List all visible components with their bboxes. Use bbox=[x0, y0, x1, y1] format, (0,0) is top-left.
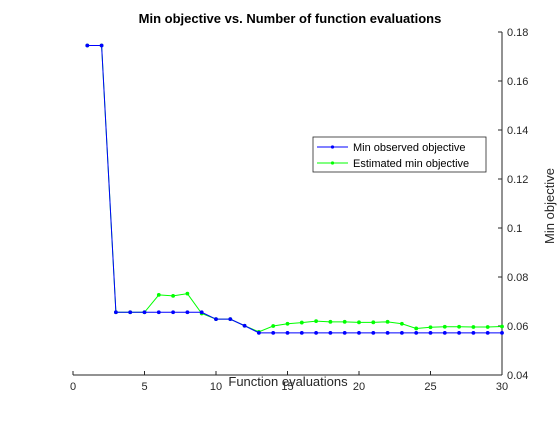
series-point-min-observed-objective bbox=[357, 330, 361, 335]
series-point-estimated-min-objective bbox=[485, 325, 490, 329]
y-tick-label: 0.18 bbox=[507, 27, 528, 39]
y-tick-label: 0.08 bbox=[507, 272, 528, 284]
x-tick-label: 25 bbox=[424, 381, 436, 393]
series-point-estimated-min-objective bbox=[385, 319, 390, 324]
x-axis-label: Function evaluations bbox=[228, 374, 348, 389]
series-point-estimated-min-objective bbox=[399, 321, 404, 326]
legend-box bbox=[312, 136, 487, 173]
y-tick-label: 0.06 bbox=[507, 321, 528, 333]
series-point-estimated-min-objective bbox=[285, 321, 290, 326]
series-point-min-observed-objective bbox=[399, 330, 404, 335]
legend-label-min-observed-objective: Min observed objective bbox=[353, 142, 466, 154]
series-point-min-observed-objective bbox=[500, 330, 504, 335]
y-tick-label: 0.04 bbox=[507, 370, 528, 382]
series-point-min-observed-objective bbox=[299, 330, 304, 335]
x-tick-label: 5 bbox=[141, 381, 147, 393]
chart-title: Min objective vs. Number of function eva… bbox=[139, 11, 442, 26]
series-point-estimated-min-objective bbox=[414, 326, 419, 331]
series-point-min-observed-objective bbox=[428, 330, 433, 335]
series-point-min-observed-objective bbox=[371, 330, 376, 335]
series-point-min-observed-objective bbox=[328, 330, 333, 335]
y-tick-label: 0.12 bbox=[507, 174, 528, 186]
series-point-min-observed-objective bbox=[85, 43, 90, 48]
x-tick-label: 10 bbox=[210, 381, 222, 393]
series-point-estimated-min-objective bbox=[156, 292, 161, 297]
series-point-estimated-min-objective bbox=[442, 324, 447, 329]
series-point-min-observed-objective bbox=[114, 310, 118, 315]
series-line-estimated-min-objective bbox=[87, 44, 503, 333]
series-point-estimated-min-objective bbox=[271, 324, 276, 328]
legend-marker-estimated-min-objective bbox=[330, 161, 335, 165]
series-point-min-observed-objective bbox=[385, 330, 390, 335]
series-point-estimated-min-objective bbox=[500, 324, 504, 329]
y-axis-label: Min objective bbox=[542, 168, 557, 244]
legend-label-estimated-min-objective: Estimated min objective bbox=[353, 158, 469, 170]
y-tick-label: 0.14 bbox=[507, 125, 528, 137]
series-point-min-observed-objective bbox=[99, 43, 104, 48]
series-point-estimated-min-objective bbox=[457, 324, 462, 329]
x-tick-label: 0 bbox=[70, 381, 76, 393]
series-point-min-observed-objective bbox=[185, 310, 190, 315]
x-tick-label: 15 bbox=[281, 381, 293, 393]
series-point-min-observed-objective bbox=[342, 330, 347, 335]
x-tick-label: 20 bbox=[353, 381, 365, 393]
series-point-min-observed-objective bbox=[471, 330, 476, 335]
series-line-min-observed-objective bbox=[87, 44, 502, 334]
series-point-estimated-min-objective bbox=[371, 320, 376, 325]
series-point-min-observed-objective bbox=[285, 330, 290, 335]
x-tick-label: 30 bbox=[496, 381, 508, 393]
series-point-min-observed-objective bbox=[457, 330, 462, 335]
series-point-min-observed-objective bbox=[242, 323, 247, 328]
series-point-min-observed-objective bbox=[171, 310, 176, 315]
series-point-min-observed-objective bbox=[199, 310, 204, 315]
y-tick-label: 0.1 bbox=[507, 223, 522, 235]
series-point-min-observed-objective bbox=[128, 310, 133, 315]
series-point-estimated-min-objective bbox=[185, 291, 190, 296]
series-point-min-observed-objective bbox=[214, 317, 218, 322]
series-point-min-observed-objective bbox=[228, 317, 233, 322]
series-point-min-observed-objective bbox=[485, 330, 490, 335]
series-point-min-observed-objective bbox=[414, 330, 419, 335]
legend-marker-min-observed-objective bbox=[330, 145, 335, 149]
series-point-min-observed-objective bbox=[314, 330, 319, 335]
y-tick-label: 0.16 bbox=[507, 76, 528, 88]
series-point-estimated-min-objective bbox=[357, 320, 361, 325]
series-point-estimated-min-objective bbox=[428, 325, 433, 330]
series-point-estimated-min-objective bbox=[299, 320, 304, 325]
series-point-min-observed-objective bbox=[156, 310, 161, 315]
series-point-min-observed-objective bbox=[256, 330, 261, 335]
series-point-estimated-min-objective bbox=[328, 319, 333, 324]
series-point-estimated-min-objective bbox=[471, 325, 476, 329]
series-point-estimated-min-objective bbox=[314, 319, 319, 324]
series-point-min-observed-objective bbox=[142, 310, 147, 315]
series-point-estimated-min-objective bbox=[342, 319, 347, 324]
series-point-min-observed-objective bbox=[271, 330, 276, 335]
series-point-estimated-min-objective bbox=[171, 293, 176, 298]
series-point-min-observed-objective bbox=[442, 330, 447, 335]
